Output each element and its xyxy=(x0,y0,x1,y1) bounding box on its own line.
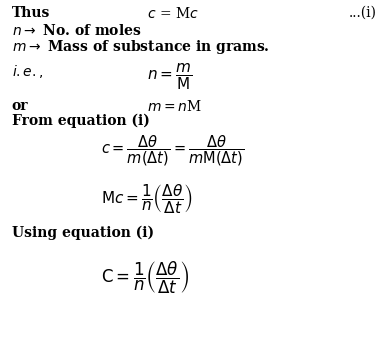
Text: $m \rightarrow$ Mass of substance in grams.: $m \rightarrow$ Mass of substance in gra… xyxy=(12,38,269,56)
Text: ...(i): ...(i) xyxy=(348,6,376,20)
Text: $c$ = M$c$: $c$ = M$c$ xyxy=(147,5,199,21)
Text: Using equation (i): Using equation (i) xyxy=(12,226,154,240)
Text: $n \rightarrow$ No. of moles: $n \rightarrow$ No. of moles xyxy=(12,23,141,38)
Text: $i.e.,$: $i.e.,$ xyxy=(12,63,43,80)
Text: $\mathrm{M}c = \dfrac{1}{n}\left(\dfrac{\Delta\theta}{\Delta t}\right)$: $\mathrm{M}c = \dfrac{1}{n}\left(\dfrac{… xyxy=(101,182,192,215)
Text: $m = n$M: $m = n$M xyxy=(147,99,202,114)
Text: $n = \dfrac{m}{\mathrm{M}}$: $n = \dfrac{m}{\mathrm{M}}$ xyxy=(147,62,193,92)
Text: From equation (i): From equation (i) xyxy=(12,114,149,128)
Text: or: or xyxy=(12,99,28,113)
Text: $c = \dfrac{\Delta\theta}{m(\Delta t)} = \dfrac{\Delta\theta}{m\mathrm{M}(\Delta: $c = \dfrac{\Delta\theta}{m(\Delta t)} =… xyxy=(101,134,244,168)
Text: $\mathrm{C} = \dfrac{1}{n}\left(\dfrac{\Delta\theta}{\Delta t}\right)$: $\mathrm{C} = \dfrac{1}{n}\left(\dfrac{\… xyxy=(101,260,189,296)
Text: Thus: Thus xyxy=(12,6,50,20)
